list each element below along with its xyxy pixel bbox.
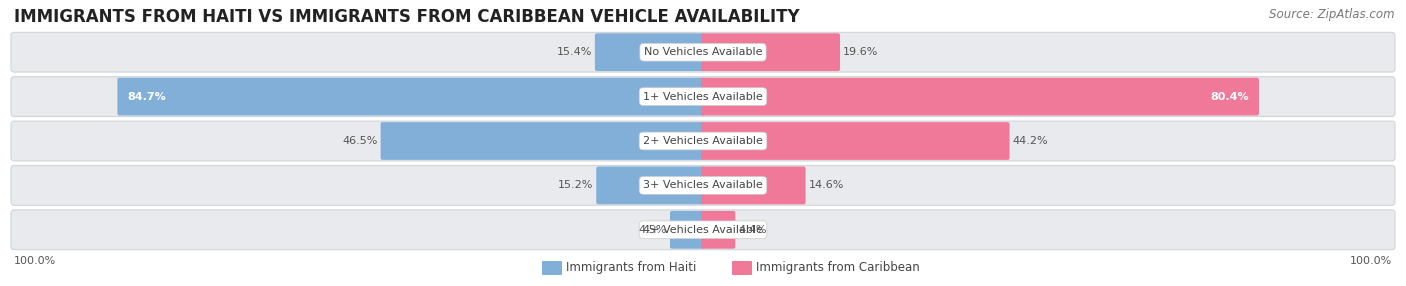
Text: 4.4%: 4.4% (738, 225, 766, 235)
FancyBboxPatch shape (118, 78, 704, 116)
FancyBboxPatch shape (11, 32, 1395, 72)
FancyBboxPatch shape (11, 166, 1395, 205)
Text: 14.6%: 14.6% (808, 180, 844, 190)
Text: 15.2%: 15.2% (558, 180, 593, 190)
Text: Source: ZipAtlas.com: Source: ZipAtlas.com (1270, 8, 1395, 21)
Text: Immigrants from Caribbean: Immigrants from Caribbean (756, 261, 920, 275)
Text: 100.0%: 100.0% (1350, 256, 1392, 266)
Text: 100.0%: 100.0% (14, 256, 56, 266)
Text: 80.4%: 80.4% (1211, 92, 1249, 102)
Text: 2+ Vehicles Available: 2+ Vehicles Available (643, 136, 763, 146)
Text: 15.4%: 15.4% (557, 47, 592, 57)
FancyBboxPatch shape (702, 78, 1258, 116)
FancyBboxPatch shape (11, 77, 1395, 116)
Text: No Vehicles Available: No Vehicles Available (644, 47, 762, 57)
FancyBboxPatch shape (702, 166, 806, 204)
FancyBboxPatch shape (11, 121, 1395, 161)
FancyBboxPatch shape (702, 211, 735, 249)
Text: 19.6%: 19.6% (844, 47, 879, 57)
FancyBboxPatch shape (541, 261, 562, 275)
FancyBboxPatch shape (733, 261, 752, 275)
Text: 4+ Vehicles Available: 4+ Vehicles Available (643, 225, 763, 235)
Text: 4.5%: 4.5% (638, 225, 666, 235)
Text: 84.7%: 84.7% (128, 92, 166, 102)
Text: 3+ Vehicles Available: 3+ Vehicles Available (643, 180, 763, 190)
FancyBboxPatch shape (381, 122, 704, 160)
FancyBboxPatch shape (671, 211, 704, 249)
Text: 46.5%: 46.5% (342, 136, 378, 146)
FancyBboxPatch shape (702, 33, 839, 71)
Text: Immigrants from Haiti: Immigrants from Haiti (567, 261, 696, 275)
FancyBboxPatch shape (702, 122, 1010, 160)
Text: 44.2%: 44.2% (1012, 136, 1047, 146)
Text: 1+ Vehicles Available: 1+ Vehicles Available (643, 92, 763, 102)
FancyBboxPatch shape (596, 166, 704, 204)
Text: IMMIGRANTS FROM HAITI VS IMMIGRANTS FROM CARIBBEAN VEHICLE AVAILABILITY: IMMIGRANTS FROM HAITI VS IMMIGRANTS FROM… (14, 8, 800, 26)
FancyBboxPatch shape (595, 33, 704, 71)
FancyBboxPatch shape (11, 210, 1395, 250)
